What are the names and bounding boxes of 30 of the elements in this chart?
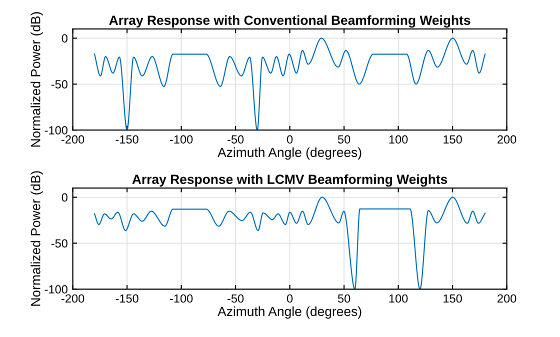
x-tick-label: 150 [444, 135, 462, 144]
x-axis-title: Azimuth Angle (degrees) [218, 306, 362, 319]
x-tick-label: 150 [444, 294, 462, 303]
x-tick-label: -50 [228, 294, 244, 303]
y-tick-label: -50 [51, 239, 68, 248]
x-tick-label: 50 [338, 294, 350, 303]
x-axis-title: Azimuth Angle (degrees) [218, 147, 362, 160]
x-tick-label: 100 [389, 294, 408, 303]
y-tick-label: 0 [62, 34, 68, 43]
y-axis-title: Normalized Power (dB) [30, 12, 43, 147]
y-tick-label: -100 [44, 285, 68, 294]
x-tick-label: -150 [116, 135, 138, 144]
x-tick-label: 200 [498, 135, 516, 144]
y-tick-label: -100 [44, 126, 68, 134]
y-tick-label: 0 [62, 193, 68, 202]
x-tick-label: 200 [498, 294, 516, 303]
x-tick-label: 50 [338, 135, 350, 144]
y-tick-label: -50 [51, 80, 68, 89]
x-tick-label: -200 [62, 135, 84, 144]
chart-title: Array Response with LCMV Beamforming Weights [132, 174, 448, 187]
y-axis-title: Normalized Power (dB) [30, 171, 43, 306]
chart-title: Array Response with Conventional Beamforming Weights [109, 15, 470, 28]
x-tick-label: -100 [170, 294, 193, 303]
x-tick-label: 0 [286, 294, 293, 303]
x-tick-label: 0 [286, 135, 293, 144]
x-tick-label: -150 [116, 294, 138, 303]
x-tick-label: -200 [62, 294, 84, 303]
x-tick-label: 100 [389, 135, 408, 144]
x-tick-label: -100 [170, 135, 193, 144]
x-tick-label: -50 [228, 135, 244, 144]
